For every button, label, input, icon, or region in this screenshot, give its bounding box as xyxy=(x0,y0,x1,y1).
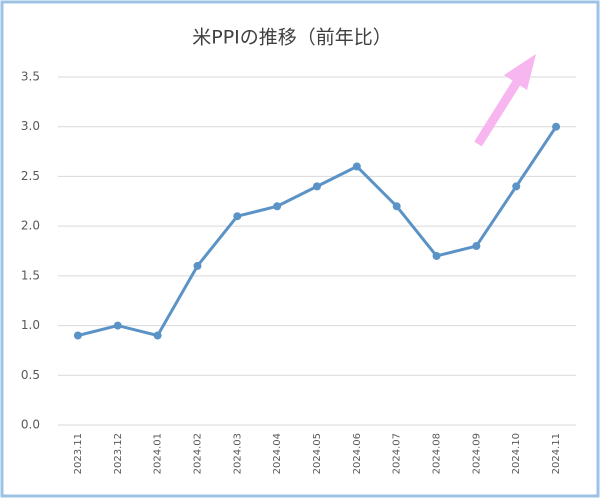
point xyxy=(113,321,122,330)
trend-arrow xyxy=(474,54,536,147)
x-tick-label: 2023.12 xyxy=(113,433,124,474)
y-tick-label: 1.0 xyxy=(21,318,40,332)
x-tick-label: 2024.02 xyxy=(192,433,203,474)
x-tick-label: 2024.07 xyxy=(392,433,403,474)
point xyxy=(73,331,82,340)
y-tick-label: 1.5 xyxy=(21,268,40,282)
point xyxy=(552,122,561,131)
y-tick-label: 3.0 xyxy=(21,119,40,133)
x-tick-label: 2024.09 xyxy=(471,433,482,474)
point xyxy=(352,162,361,171)
point xyxy=(313,182,321,191)
point xyxy=(273,202,282,211)
point xyxy=(512,182,521,191)
point xyxy=(193,261,202,270)
y-tick-label: 0.5 xyxy=(21,368,40,382)
x-tick-label: 2024.11 xyxy=(551,433,562,474)
x-tick-label: 2024.08 xyxy=(432,433,443,474)
x-tick-label: 2024.01 xyxy=(153,433,164,474)
y-tick-label: 3.5 xyxy=(21,70,40,84)
x-tick-label: 2024.06 xyxy=(352,433,363,474)
chart-title: 米PPIの推移（前年比） xyxy=(192,27,392,49)
point xyxy=(472,242,481,251)
x-tick-label: 2024.03 xyxy=(232,433,243,474)
y-tick-label: 2.0 xyxy=(21,219,40,233)
x-tick-label: 2024.04 xyxy=(272,433,283,474)
y-tick-label: 2.5 xyxy=(21,169,40,183)
x-tick-label: 2024.05 xyxy=(312,433,323,474)
point xyxy=(153,331,162,340)
point xyxy=(392,202,401,211)
y-tick-label: 0.0 xyxy=(21,418,40,432)
x-tick-label: 2023.11 xyxy=(73,433,84,474)
x-tick-label: 2024.10 xyxy=(511,433,522,474)
point xyxy=(233,212,242,221)
point xyxy=(432,251,441,260)
